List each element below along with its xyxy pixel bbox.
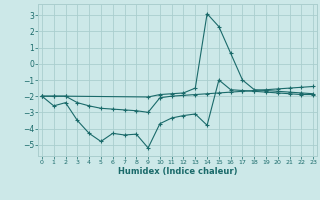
- X-axis label: Humidex (Indice chaleur): Humidex (Indice chaleur): [118, 167, 237, 176]
